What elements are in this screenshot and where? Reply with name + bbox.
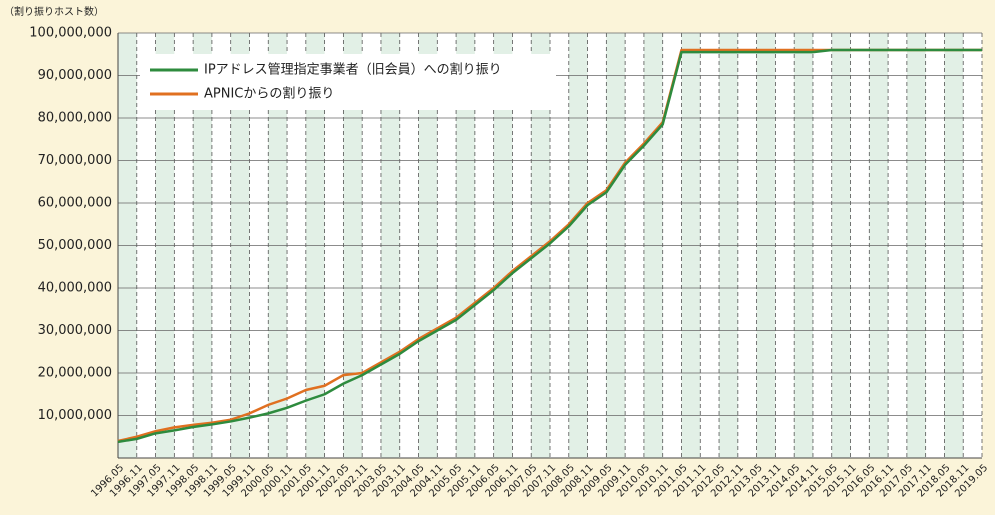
y-axis-label: （割り振りホスト数） [4, 5, 104, 18]
legend-label: IPアドレス管理指定事業者（旧会員）への割り振り [204, 62, 502, 78]
legend [140, 54, 556, 110]
series-line [117, 48, 982, 444]
y-tick-label: 40,000,000 [38, 281, 112, 296]
y-tick-label: 100,000,000 [29, 26, 112, 41]
y-tick-label: 80,000,000 [38, 111, 112, 126]
y-tick-label: 30,000,000 [38, 323, 112, 338]
y-tick-label: 70,000,000 [38, 153, 112, 168]
y-tick-label: 10,000,000 [38, 408, 112, 423]
y-tick-label: 60,000,000 [38, 196, 112, 211]
legend-label: APNICからの割り振り [204, 86, 334, 102]
y-tick-label: 50,000,000 [38, 238, 112, 253]
y-tick-label: 20,000,000 [38, 366, 112, 381]
y-tick-label: 90,000,000 [38, 68, 112, 83]
